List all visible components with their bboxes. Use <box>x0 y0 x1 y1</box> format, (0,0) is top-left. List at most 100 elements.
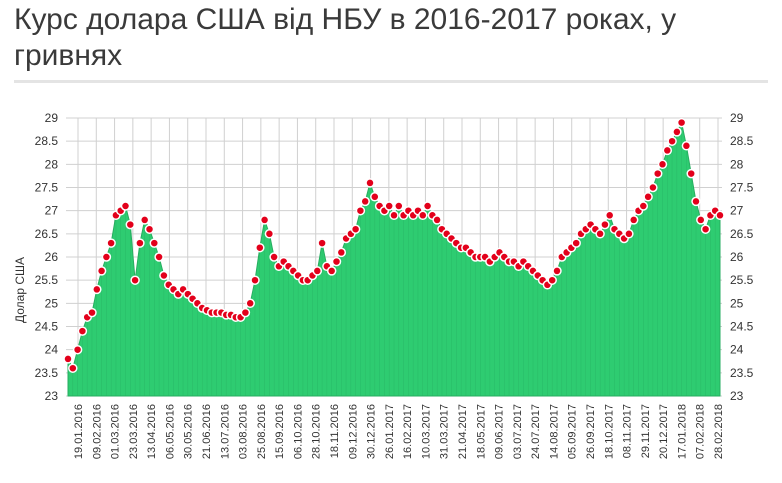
data-point <box>240 307 251 318</box>
x-tick-label: 25.08.2016 <box>256 404 268 459</box>
data-point <box>250 275 260 285</box>
data-point <box>159 270 169 281</box>
data-point <box>552 266 562 276</box>
x-tick-label: 18.11.2016 <box>329 404 341 458</box>
y-tick-label-left: 23.5 <box>35 366 59 380</box>
data-point <box>101 252 112 262</box>
x-tick-label: 10.03.2017 <box>420 404 432 459</box>
data-point <box>63 354 73 364</box>
data-point <box>600 219 610 230</box>
y-axis-label: Долар США <box>13 257 27 323</box>
data-point <box>662 145 673 156</box>
data-point <box>135 238 145 248</box>
x-tick-label: 07.02.2018 <box>695 404 707 459</box>
y-tick-label-left: 25 <box>45 296 59 310</box>
y-tick-label-right: 26 <box>730 250 744 264</box>
y-tick-label-left: 27.5 <box>35 181 59 195</box>
x-tick-label: 03.07.2017 <box>512 404 524 459</box>
y-tick-label-left: 26 <box>45 250 59 264</box>
data-point <box>149 238 160 248</box>
data-point <box>638 201 649 211</box>
x-tick-label: 20.12.2017 <box>658 404 670 459</box>
data-point <box>624 229 634 239</box>
x-tick-label: 26.09.2017 <box>585 404 597 459</box>
data-point <box>418 210 428 221</box>
data-point <box>672 127 682 137</box>
x-tick-label: 30.12.2016 <box>366 404 378 459</box>
y-tick-label-right: 25.5 <box>730 273 754 287</box>
y-tick-label-right: 27.5 <box>730 181 754 195</box>
x-tick-label: 28.02.2018 <box>713 404 725 459</box>
x-tick-label: 21.06.2016 <box>201 404 213 459</box>
x-tick-label: 31.03.2017 <box>439 404 451 459</box>
data-point <box>120 201 131 211</box>
data-point <box>365 178 375 188</box>
x-tick-label: 03.08.2016 <box>238 404 250 459</box>
data-point <box>77 326 88 336</box>
data-point <box>384 201 394 211</box>
x-tick-label: 29.11.2017 <box>640 404 652 458</box>
data-point <box>269 252 279 262</box>
x-tick-label: 15.09.2016 <box>274 404 286 459</box>
y-tick-label-right: 28.5 <box>730 134 754 148</box>
data-point <box>87 307 97 318</box>
y-tick-label-right: 23 <box>730 389 744 403</box>
data-point <box>715 210 725 221</box>
y-tick-label-right: 24.5 <box>730 320 754 334</box>
y-tick-label-right: 25 <box>730 296 744 310</box>
data-point <box>643 192 653 202</box>
data-point <box>648 182 658 193</box>
x-tick-label: 24.07.2017 <box>530 404 542 459</box>
y-tick-label-right: 23.5 <box>730 366 754 380</box>
data-point <box>312 266 323 276</box>
x-tick-label: 23.03.2016 <box>128 404 140 459</box>
x-axis: 19.01.2016 09.02.2016 01.03.2016 23.03.2016… <box>73 404 725 459</box>
data-point <box>700 224 711 234</box>
x-tick-label: 01.03.2016 <box>110 404 122 459</box>
data-point <box>106 238 116 248</box>
x-tick-label: 26.01.2017 <box>384 404 396 459</box>
y-tick-label-left: 28.5 <box>35 134 59 148</box>
x-tick-label: 30.05.2016 <box>183 404 195 459</box>
data-point <box>432 215 442 225</box>
x-tick-label: 13.04.2016 <box>146 404 158 459</box>
data-point <box>154 252 164 262</box>
y-tick-label-right: 26.5 <box>730 227 754 241</box>
data-point <box>336 247 347 258</box>
x-tick-label: 17.01.2018 <box>676 404 688 459</box>
data-point <box>595 229 605 239</box>
data-point <box>628 215 639 225</box>
data-point <box>676 117 687 128</box>
title-divider <box>14 80 768 83</box>
data-point <box>68 363 78 373</box>
x-tick-label: 28.10.2016 <box>311 404 323 459</box>
data-point <box>571 238 581 248</box>
data-point <box>604 210 615 221</box>
data-point <box>245 298 255 309</box>
y-tick-label-left: 25.5 <box>35 273 59 287</box>
y-tick-label-left: 24.5 <box>35 320 59 334</box>
y-axis-left: 23 23.5 24 24.5 25 25.5 26 26.5 27 27.5 28 28.5 29 <box>35 111 59 403</box>
data-point <box>259 215 270 225</box>
data-point <box>370 192 380 202</box>
data-point <box>92 284 102 295</box>
x-tick-label: 06.05.2016 <box>164 404 176 459</box>
x-tick-label: 21.04.2017 <box>457 404 469 459</box>
data-point <box>360 196 370 207</box>
x-tick-label: 14.08.2017 <box>548 404 560 459</box>
data-point <box>96 266 107 276</box>
data-point <box>681 141 692 151</box>
data-point <box>317 238 327 248</box>
data-point <box>144 224 155 234</box>
data-point <box>547 275 557 285</box>
data-point <box>125 219 136 230</box>
data-point <box>422 201 433 211</box>
data-point <box>657 159 668 170</box>
x-tick-label: 18.10.2017 <box>603 404 615 459</box>
data-markers <box>63 117 725 373</box>
x-tick-label: 13.07.2016 <box>219 404 231 459</box>
y-axis-right: 23 23.5 24 24.5 25 25.5 26 26.5 27 27.5 28 28.5 29 <box>730 111 754 403</box>
x-tick-label: 19.01.2016 <box>73 404 85 459</box>
x-tick-label: 05.09.2017 <box>567 404 579 459</box>
